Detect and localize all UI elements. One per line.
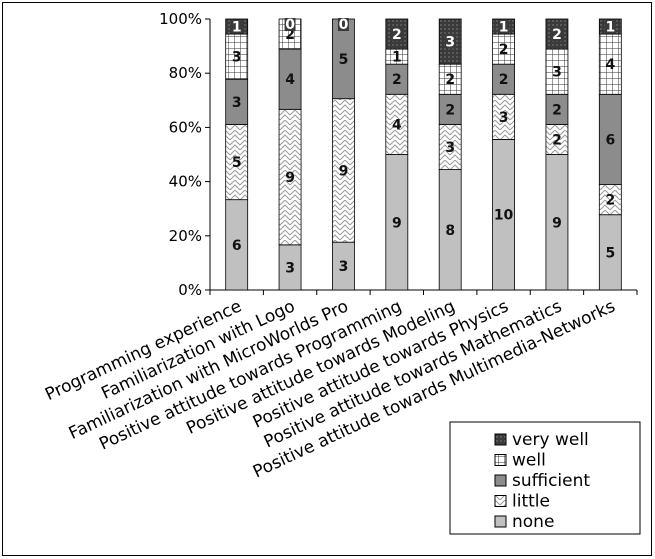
data-label: 2 (499, 42, 509, 58)
legend-label-well: well (512, 451, 546, 471)
data-label: 6 (605, 132, 615, 148)
data-label: 2 (392, 27, 402, 43)
legend-label-none: none (512, 512, 554, 532)
data-label: 3 (285, 260, 295, 276)
data-label-bg (231, 20, 243, 34)
data-label: 2 (392, 72, 402, 88)
y-tick-label: 80% (169, 64, 202, 82)
legend-swatch-well (494, 454, 507, 466)
data-label: 4 (285, 72, 295, 88)
legend-swatch-little (494, 495, 507, 507)
axes: 0% 20% 40% 60% 80% 100% (159, 10, 638, 299)
data-label: 2 (552, 102, 562, 118)
data-label: 6 (232, 238, 242, 254)
data-label: 0 (285, 17, 295, 33)
data-label: 2 (445, 102, 455, 118)
y-tick-label: 0% (178, 281, 202, 299)
bars (225, 18, 622, 291)
data-label: 5 (339, 52, 349, 68)
y-tick-label: 40% (169, 173, 202, 191)
data-label-bg (604, 20, 616, 34)
data-label: 2 (552, 27, 562, 43)
data-label: 2 (445, 72, 455, 88)
legend-swatch-none (494, 515, 507, 528)
data-label: 4 (392, 117, 402, 133)
data-label: 1 (232, 20, 242, 36)
data-label: 8 (445, 223, 455, 239)
data-label: 0 (339, 17, 349, 33)
data-label: 5 (232, 155, 242, 171)
y-tick-label: 20% (169, 227, 202, 245)
y-tick-label: 100% (159, 10, 202, 28)
data-label: 3 (499, 110, 509, 126)
data-label: 4 (605, 57, 615, 73)
legend-swatch-sufficient (494, 474, 507, 487)
data-label: 9 (285, 170, 295, 186)
data-label: 3 (232, 50, 242, 66)
data-label-bg (284, 18, 296, 31)
data-label: 10 (494, 208, 514, 224)
data-label: 1 (392, 50, 402, 66)
data-label-bg (444, 35, 456, 49)
data-label-bg (551, 28, 563, 42)
data-label: 1 (499, 20, 509, 36)
data-label: 3 (552, 65, 562, 81)
data-label: 2 (499, 72, 509, 88)
data-label-bg (337, 18, 349, 31)
data-label: 9 (392, 215, 402, 231)
data-label-bg (498, 20, 510, 34)
data-label: 3 (339, 259, 349, 275)
legend-label-little: little (512, 492, 550, 512)
legend-label-sufficient: sufficient (512, 471, 590, 491)
data-label: 2 (605, 193, 615, 209)
data-label: 3 (445, 140, 455, 156)
legend-swatch-very-well (494, 433, 507, 446)
data-label: 9 (552, 215, 562, 231)
legend-label-very-well: very well (512, 430, 589, 450)
y-tick-label: 60% (169, 118, 202, 136)
data-label: 2 (285, 27, 295, 43)
data-label: 9 (339, 163, 349, 179)
data-label: 2 (552, 132, 562, 148)
data-label: 3 (445, 35, 455, 51)
data-label-bg (391, 28, 403, 42)
legend-box (449, 421, 641, 535)
data-label: 3 (232, 95, 242, 111)
data-label: 1 (605, 20, 615, 36)
data-label: 5 (605, 245, 615, 261)
